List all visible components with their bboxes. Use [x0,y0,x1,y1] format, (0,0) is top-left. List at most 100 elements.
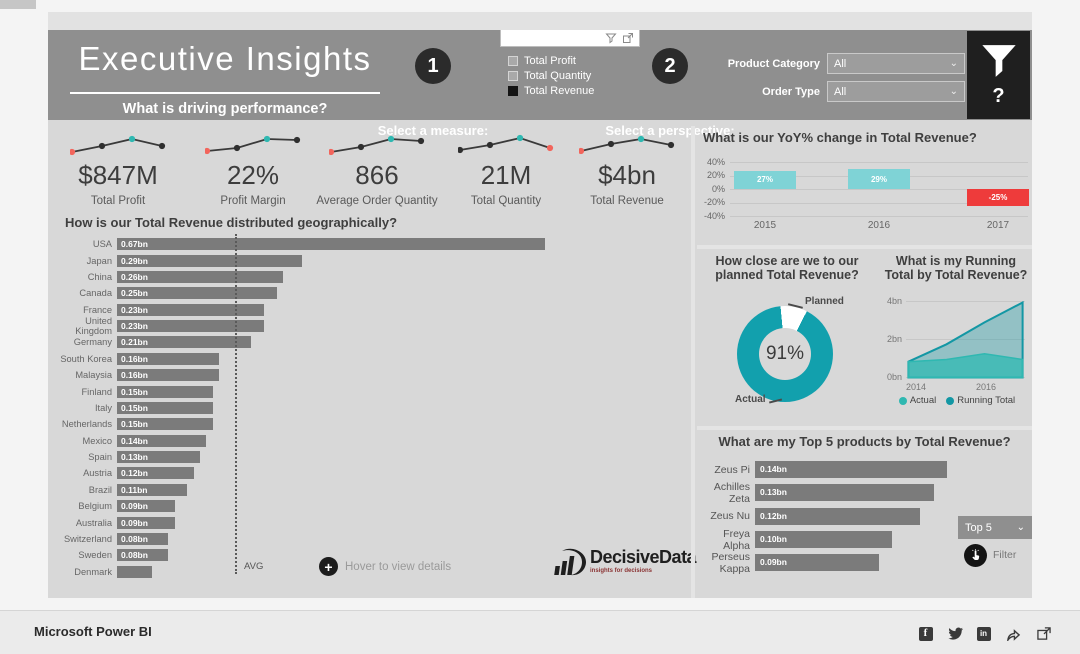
yoy-bar-2017[interactable]: -25% [967,189,1029,206]
geo-bar-row[interactable]: Belgium 0.09bn [48,498,608,514]
geo-bar-row[interactable]: South Korea 0.16bn [48,351,608,367]
geo-bar[interactable]: 0.08bn [117,532,169,545]
geo-bar[interactable]: 0.16bn [117,369,220,382]
kpi-total-profit[interactable]: $847M Total Profit [58,134,178,207]
product-label: Zeus Nu [710,510,750,523]
geo-bar-row[interactable]: Italy 0.15bn [48,400,608,416]
geo-bar-row[interactable]: USA 0.67bn [48,236,608,252]
geo-category-label: Switzerland [63,533,112,544]
product-bar[interactable]: 0.09bn [755,554,879,572]
geo-bar-row[interactable]: Malaysia 0.16bn [48,367,608,383]
geo-category-label: Finland [81,386,113,397]
geo-category-label: France [83,304,112,315]
facebook-icon[interactable]: f [918,626,933,641]
focus-mode-icon[interactable] [622,32,634,44]
geo-bar[interactable] [117,565,153,578]
geo-bar-row[interactable]: Austria 0.12bn [48,465,608,481]
geo-bar[interactable]: 0.15bn [117,418,213,431]
geo-bar[interactable]: 0.12bn [117,467,194,480]
product-bar[interactable]: 0.14bn [755,461,948,479]
geo-bar[interactable]: 0.11bn [117,483,188,496]
geo-bar-row[interactable]: Switzerland 0.08bn [48,531,608,547]
chevron-down-icon: ⌄ [949,58,958,69]
visual-hover-toolbar [500,30,640,47]
step2-label: Select a perspective: [605,123,735,138]
kpi-average-order-quantity[interactable]: 866 Average Order Quantity [312,134,442,207]
browser-chrome-notch [0,0,36,9]
geo-bar-row[interactable]: Japan 0.29bn [48,252,608,268]
top5-dropdown[interactable]: Top 5 ⌄ [958,516,1032,539]
geo-bar-row[interactable]: Australia 0.09bn [48,514,608,530]
kpi-total-quantity[interactable]: 21M Total Quantity [446,134,566,207]
kpi-profit-margin[interactable]: 22% Profit Margin [193,134,313,207]
geo-bar[interactable]: 0.23bn [117,320,264,333]
product-category-dropdown[interactable]: All ⌄ [827,53,965,74]
geo-bar[interactable]: 0.29bn [117,254,303,267]
geo-bar-row[interactable]: United Kingdom 0.23bn [48,316,608,336]
top5-bar-row[interactable]: Zeus Pi 0.14bn [697,458,1032,481]
geo-bar[interactable]: 0.13bn [117,451,200,464]
sparkline-chart [205,135,301,155]
geo-bar[interactable]: 0.16bn [117,352,220,365]
planned-revenue-donut-chart[interactable]: 91% [737,306,833,402]
slicer-option-total-quantity[interactable]: Total Quantity [508,68,594,83]
checkbox-unchecked-icon[interactable] [508,70,518,81]
geo-bar-row[interactable]: Brazil 0.11bn [48,482,608,498]
geo-bar[interactable]: 0.21bn [117,336,252,349]
order-type-dropdown[interactable]: All ⌄ [827,81,965,102]
geo-bar-row[interactable]: Finland 0.15bn [48,383,608,399]
geo-bar[interactable]: 0.26bn [117,270,283,283]
filter-help-button[interactable]: ? [967,31,1030,119]
donut-chart-title: How close are we to our planned Total Re… [715,254,859,282]
geo-bar-row[interactable]: Canada 0.25bn [48,285,608,301]
geo-bar-row[interactable]: Netherlands 0.15bn [48,416,608,432]
top5-bar-row[interactable]: Zeus Nu 0.12bn [697,505,1032,528]
share-icon[interactable] [1006,626,1021,641]
filter-hand-button[interactable] [964,544,987,567]
geo-bar[interactable]: 0.15bn [117,401,213,414]
product-bar[interactable]: 0.13bn [755,484,934,502]
top5-bar-row[interactable]: Freya Alpha 0.10bn [697,527,1032,552]
yoy-bar-2015[interactable]: 27% [734,170,796,189]
geo-bar[interactable]: 0.09bn [117,500,175,513]
geo-bar-row[interactable]: Spain 0.13bn [48,449,608,465]
twitter-icon[interactable] [948,626,963,641]
geo-bar[interactable]: 0.08bn [117,549,169,562]
geo-bar[interactable]: 0.15bn [117,385,213,398]
slicer-option-total-profit[interactable]: Total Profit [508,53,594,68]
geo-bar[interactable]: 0.23bn [117,303,264,316]
gridline [730,216,1028,217]
geo-category-label: Belgium [78,501,112,512]
top5-bar-row[interactable]: Achilles Zeta 0.13bn [697,481,1032,505]
product-bar[interactable]: 0.12bn [755,507,920,525]
kpi-total-revenue[interactable]: $4bn Total Revenue [567,134,687,207]
geo-category-label: Mexico [82,435,112,446]
open-in-new-icon[interactable] [1036,626,1051,641]
powerbi-footer: Microsoft Power BI f in [0,610,1080,654]
running-total-area-chart[interactable] [906,301,1026,379]
linkedin-icon[interactable]: in [976,626,991,641]
product-label: Freya Alpha [723,527,750,552]
product-bar[interactable]: 0.10bn [755,531,893,549]
geo-bar-row[interactable]: China 0.26bn [48,269,608,285]
filter-icon[interactable] [605,32,617,44]
horizontal-divider [697,245,1032,249]
geo-bar-row[interactable]: Mexico 0.14bn [48,433,608,449]
geo-bar[interactable]: 0.25bn [117,287,277,300]
geo-category-label: USA [92,239,112,250]
yoy-bar-2016[interactable]: 29% [848,169,910,189]
geo-bar-row[interactable]: Germany 0.21bn [48,334,608,350]
geo-bar-row[interactable]: Denmark [48,564,608,580]
geo-bar[interactable]: 0.14bn [117,434,207,447]
slicer-option-total-revenue[interactable]: Total Revenue [508,83,594,98]
geo-category-label: Italy [94,402,112,413]
top5-bar-row[interactable]: Perseus Kappa 0.09bn [697,551,1032,575]
geo-bar[interactable]: 0.67bn [117,238,545,251]
geo-bar[interactable]: 0.09bn [117,516,175,529]
checkbox-checked-icon[interactable] [508,85,518,96]
geo-bar-row[interactable]: France 0.23bn [48,302,608,318]
report-page: Executive Insights What is driving perfo… [48,30,1032,598]
geo-category-label: Brazil [88,484,112,495]
geo-bar-row[interactable]: Sweden 0.08bn [48,547,608,563]
checkbox-unchecked-icon[interactable] [508,55,518,66]
